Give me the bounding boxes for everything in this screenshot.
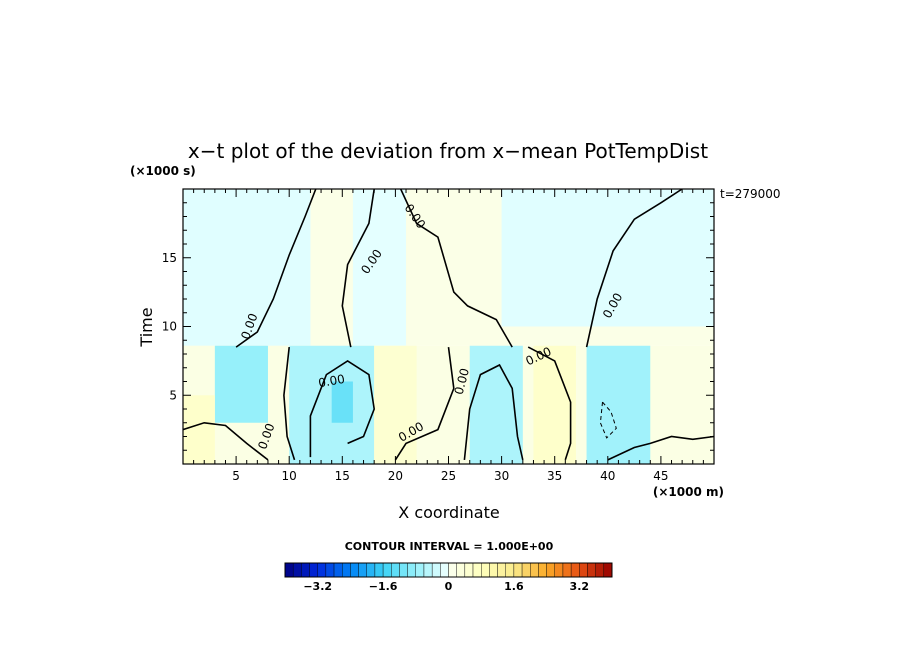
x-tick-label: 5	[232, 469, 240, 483]
colorbar-swatch	[399, 562, 408, 578]
colorbar-swatch	[595, 562, 605, 578]
contour-interval-label: CONTOUR INTERVAL = 1.000E+00	[345, 540, 554, 553]
colorbar-swatch	[301, 562, 310, 578]
field-region	[352, 189, 407, 346]
colorbar-swatch	[464, 562, 474, 578]
colorbar-swatch	[366, 562, 376, 578]
colorbar-swatch	[440, 562, 449, 578]
field-region	[183, 395, 215, 464]
field-region	[533, 345, 576, 464]
colorbar-swatch	[431, 562, 441, 578]
x-tick-label: 20	[388, 469, 403, 483]
x-tick-label: 15	[335, 469, 350, 483]
colorbar-tick-label: 3.2	[570, 580, 590, 593]
colorbar-swatch	[423, 562, 433, 578]
x-tick-label: 45	[653, 469, 668, 483]
zero-contour-line	[527, 346, 572, 461]
y-unit-label: (×1000 s)	[130, 164, 196, 178]
colorbar-swatch	[570, 562, 580, 578]
colorbar-swatch	[538, 562, 547, 578]
colorbar-swatch	[284, 562, 294, 578]
colorbar-swatch	[562, 562, 572, 578]
zero-contour-line	[309, 359, 376, 458]
colorbar-swatch	[603, 562, 613, 578]
chart-title: x−t plot of the deviation from x−mean Po…	[188, 139, 708, 163]
zero-contour-line	[607, 435, 714, 461]
colorbar-swatch	[546, 562, 555, 578]
colorbar-swatch	[456, 562, 466, 578]
x-tick-label: 35	[547, 469, 562, 483]
x-tick-label: 10	[282, 469, 297, 483]
x-tick-label: 40	[600, 469, 615, 483]
colorbar-swatch	[489, 562, 498, 578]
colorbar-swatch	[481, 562, 490, 578]
colorbar-swatch	[415, 562, 425, 578]
y-tick-label: 15	[162, 251, 177, 265]
colorbar-swatch	[505, 562, 515, 578]
field-region	[331, 381, 353, 423]
colorbar-tick-label: 1.6	[504, 580, 524, 593]
colorbar: −3.2 −1.6 0 1.6 3.2	[284, 562, 613, 593]
colorbar-swatch	[530, 562, 539, 578]
shaded-field	[183, 189, 714, 464]
colorbar-swatch	[448, 562, 457, 578]
colorbar-swatch	[579, 562, 588, 578]
colorbar-swatch	[554, 562, 564, 578]
colorbar-swatch	[382, 562, 392, 578]
colorbar-swatch	[292, 562, 302, 578]
colorbar-swatch	[325, 562, 335, 578]
colorbar-swatch	[350, 562, 359, 578]
contour-label: 0.00	[317, 372, 346, 390]
axis-ticks: 5 10 15 20 25 30 35 40 45 5 10 15	[162, 189, 714, 483]
zero-contour-line	[341, 189, 375, 348]
x-axis-label: X coordinate	[398, 503, 499, 522]
x-tick-label: 25	[441, 469, 456, 483]
time-stamp: t=279000	[720, 187, 781, 201]
colorbar-tick-label: 0	[445, 580, 453, 593]
colorbar-tick-label: −3.2	[303, 580, 332, 593]
colorbar-swatch	[309, 562, 318, 578]
y-tick-label: 5	[169, 388, 177, 402]
colorbar-swatch	[521, 562, 531, 578]
field-region	[586, 345, 651, 464]
field-region	[374, 345, 417, 464]
zero-contour-line	[394, 346, 455, 461]
colorbar-tick-label: −1.6	[369, 580, 398, 593]
colorbar-swatch	[317, 562, 327, 578]
colorbar-swatch	[513, 562, 523, 578]
field-region	[183, 189, 311, 346]
colorbar-swatch	[391, 562, 400, 578]
contour-label: 0.00	[452, 367, 472, 396]
field-region	[469, 345, 523, 464]
colorbar-swatch	[497, 562, 506, 578]
negative-contour-line	[599, 401, 617, 439]
colorbar-swatch	[333, 562, 343, 578]
y-tick-label: 10	[162, 320, 177, 334]
y-axis-label: Time	[137, 307, 156, 347]
zero-contour-line	[399, 189, 513, 348]
zero-contour-line	[585, 189, 683, 348]
field-region	[501, 189, 714, 327]
colorbar-swatch	[358, 562, 367, 578]
field-region	[214, 345, 268, 423]
colorbar-swatch	[587, 562, 596, 578]
colorbar-frame	[284, 562, 613, 578]
zero-contour-line	[183, 421, 269, 461]
zero-contour-line	[463, 363, 524, 461]
colorbar-swatch	[472, 562, 482, 578]
zero-contour-line	[283, 347, 296, 461]
contour-lines	[183, 189, 714, 461]
colorbar-swatch	[407, 562, 417, 578]
x-tick-label: 30	[494, 469, 509, 483]
zero-contour-line	[235, 189, 317, 348]
x-unit-label: (×1000 m)	[653, 485, 724, 499]
colorbar-swatch	[342, 562, 351, 578]
colorbar-swatch	[374, 562, 384, 578]
